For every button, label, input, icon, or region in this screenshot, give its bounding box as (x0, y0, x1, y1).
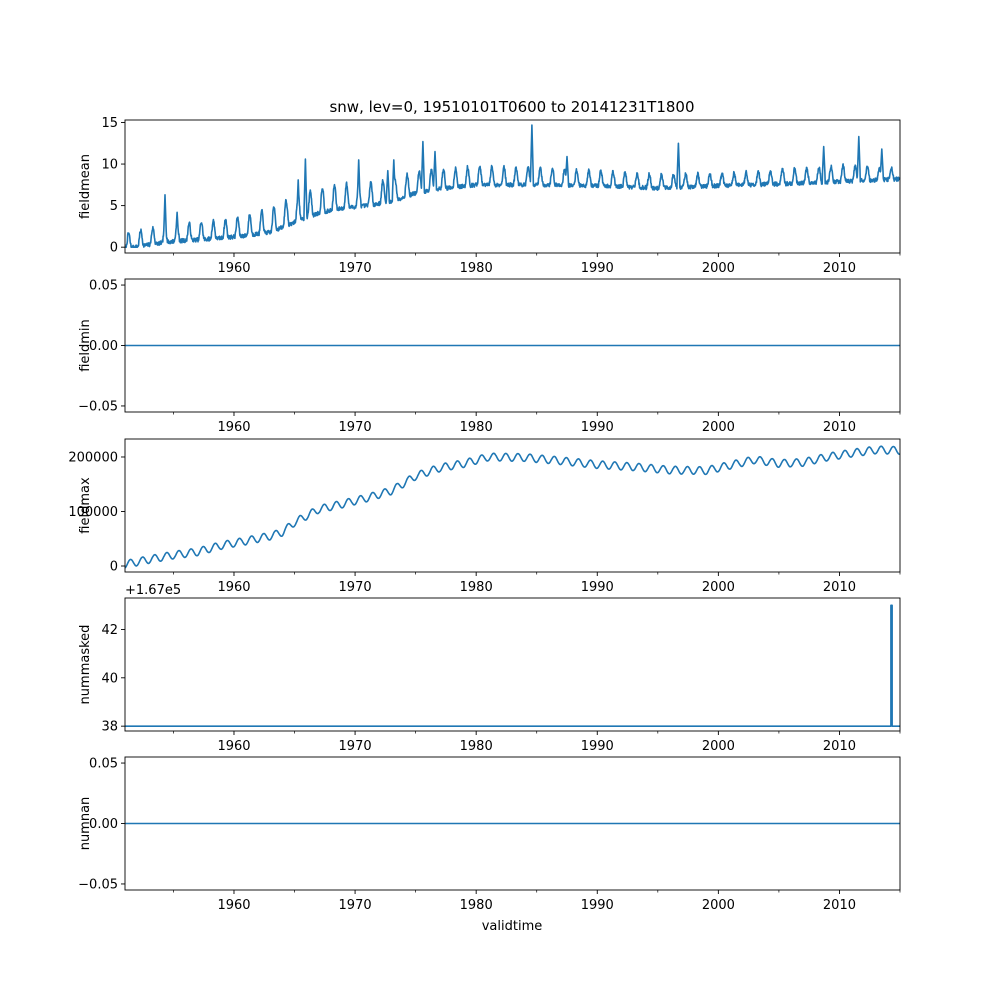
fieldmax-series-line (124, 445, 901, 569)
fieldmin-xtick-label: 2010 (823, 420, 856, 435)
nummasked-ytick-label: 42 (101, 623, 118, 638)
fieldmax-ytick-label: 100000 (68, 505, 118, 520)
numnan-ytick-label: −0.05 (78, 877, 118, 892)
fieldmin-xtick-label: 1970 (339, 420, 372, 435)
fieldmean-ytick-label: 10 (101, 158, 118, 173)
nummasked-xtick-label: 1960 (217, 739, 250, 754)
nummasked-xtick-label: 1990 (581, 739, 614, 754)
fieldmean-xtick-label: 1960 (217, 261, 250, 276)
fieldmin-xtick-label: 1980 (460, 420, 493, 435)
nummasked-xtick-label: 2000 (702, 739, 735, 754)
numnan-ytick-label: 0.00 (89, 817, 118, 832)
subplot-numnan: −0.05 0.00 0.05 1960 1970 1980 1990 2000 2010 num… (78, 757, 901, 913)
nummasked-axes-frame (124, 597, 901, 732)
nummasked-xtick-label: 1970 (339, 739, 372, 754)
fieldmean-ylabel: fieldmean (78, 154, 93, 219)
subplot-fieldmean: 0 5 10 15 1960 1970 1980 1990 2000 2010 fieldmean (78, 116, 901, 276)
fieldmax-ytick-label: 0 (110, 560, 118, 575)
fieldmean-ytick-label: 15 (101, 116, 118, 131)
fieldmean-xtick-label: 1980 (460, 261, 493, 276)
fieldmax-ytick-label: 200000 (68, 450, 118, 465)
fieldmean-ytick-label: 5 (110, 199, 118, 214)
nummasked-ylabel: nummasked (78, 625, 93, 705)
numnan-xtick-label: 1970 (339, 898, 372, 913)
fieldmax-xtick-label: 1980 (460, 580, 493, 595)
fieldmax-xtick-label: 2000 (702, 580, 735, 595)
fieldmean-xtick-label: 1990 (581, 261, 614, 276)
fieldmean-axes-frame (124, 119, 901, 254)
numnan-xtick-label: 1960 (217, 898, 250, 913)
fieldmax-axes-frame (124, 438, 901, 573)
numnan-xtick-label: 2000 (702, 898, 735, 913)
numnan-ylabel: numnan (78, 797, 93, 851)
fieldmin-xtick-label: 2000 (702, 420, 735, 435)
fieldmin-xtick-label: 1990 (581, 420, 614, 435)
x-axis-label: validtime (482, 919, 543, 934)
fieldmean-xtick-label: 1970 (339, 261, 372, 276)
figure-title: snw, lev=0, 19510101T0600 to 20141231T18… (329, 98, 694, 116)
fieldmax-xtick-label: 1960 (217, 580, 250, 595)
fieldmax-xtick-label: 1990 (581, 580, 614, 595)
fieldmin-ytick-label: 0.00 (89, 339, 118, 354)
fieldmin-ytick-label: −0.05 (78, 399, 118, 414)
fieldmean-series-line (124, 124, 901, 248)
fieldmin-ytick-label: 0.05 (89, 279, 118, 294)
fieldmax-xtick-label: 2010 (823, 580, 856, 595)
subplot-fieldmax: 0 100000 200000 1960 1970 1980 1990 2000 2010 fie… (68, 438, 901, 595)
nummasked-ytick-label: 38 (101, 720, 118, 735)
nummasked-xtick-label: 2010 (823, 739, 856, 754)
subplot-nummasked: 38 40 42 1960 1970 1980 1990 2000 2010 nummasked +… (78, 583, 901, 754)
fieldmean-xtick-label: 2010 (823, 261, 856, 276)
fieldmax-ylabel: fieldmax (78, 477, 93, 534)
numnan-xtick-label: 1990 (581, 898, 614, 913)
fieldmax-xtick-label: 1970 (339, 580, 372, 595)
nummasked-series-line (125, 604, 900, 727)
subplot-stack: 0 5 10 15 1960 1970 1980 1990 2000 2010 fieldmean −… (68, 116, 901, 913)
fieldmin-ylabel: fieldmin (78, 319, 93, 372)
numnan-xtick-label: 1980 (460, 898, 493, 913)
fieldmean-ytick-label: 0 (110, 241, 118, 256)
fieldmin-xtick-label: 1960 (217, 420, 250, 435)
nummasked-xtick-label: 1980 (460, 739, 493, 754)
nummasked-ytick-label: 40 (101, 671, 118, 686)
subplot-fieldmin: −0.05 0.00 0.05 1960 1970 1980 1990 2000 2010 fie… (78, 279, 901, 435)
nummasked-offset-text: +1.67e5 (125, 583, 181, 598)
numnan-ytick-label: 0.05 (89, 757, 118, 772)
fieldmean-xtick-label: 2000 (702, 261, 735, 276)
numnan-xtick-label: 2010 (823, 898, 856, 913)
